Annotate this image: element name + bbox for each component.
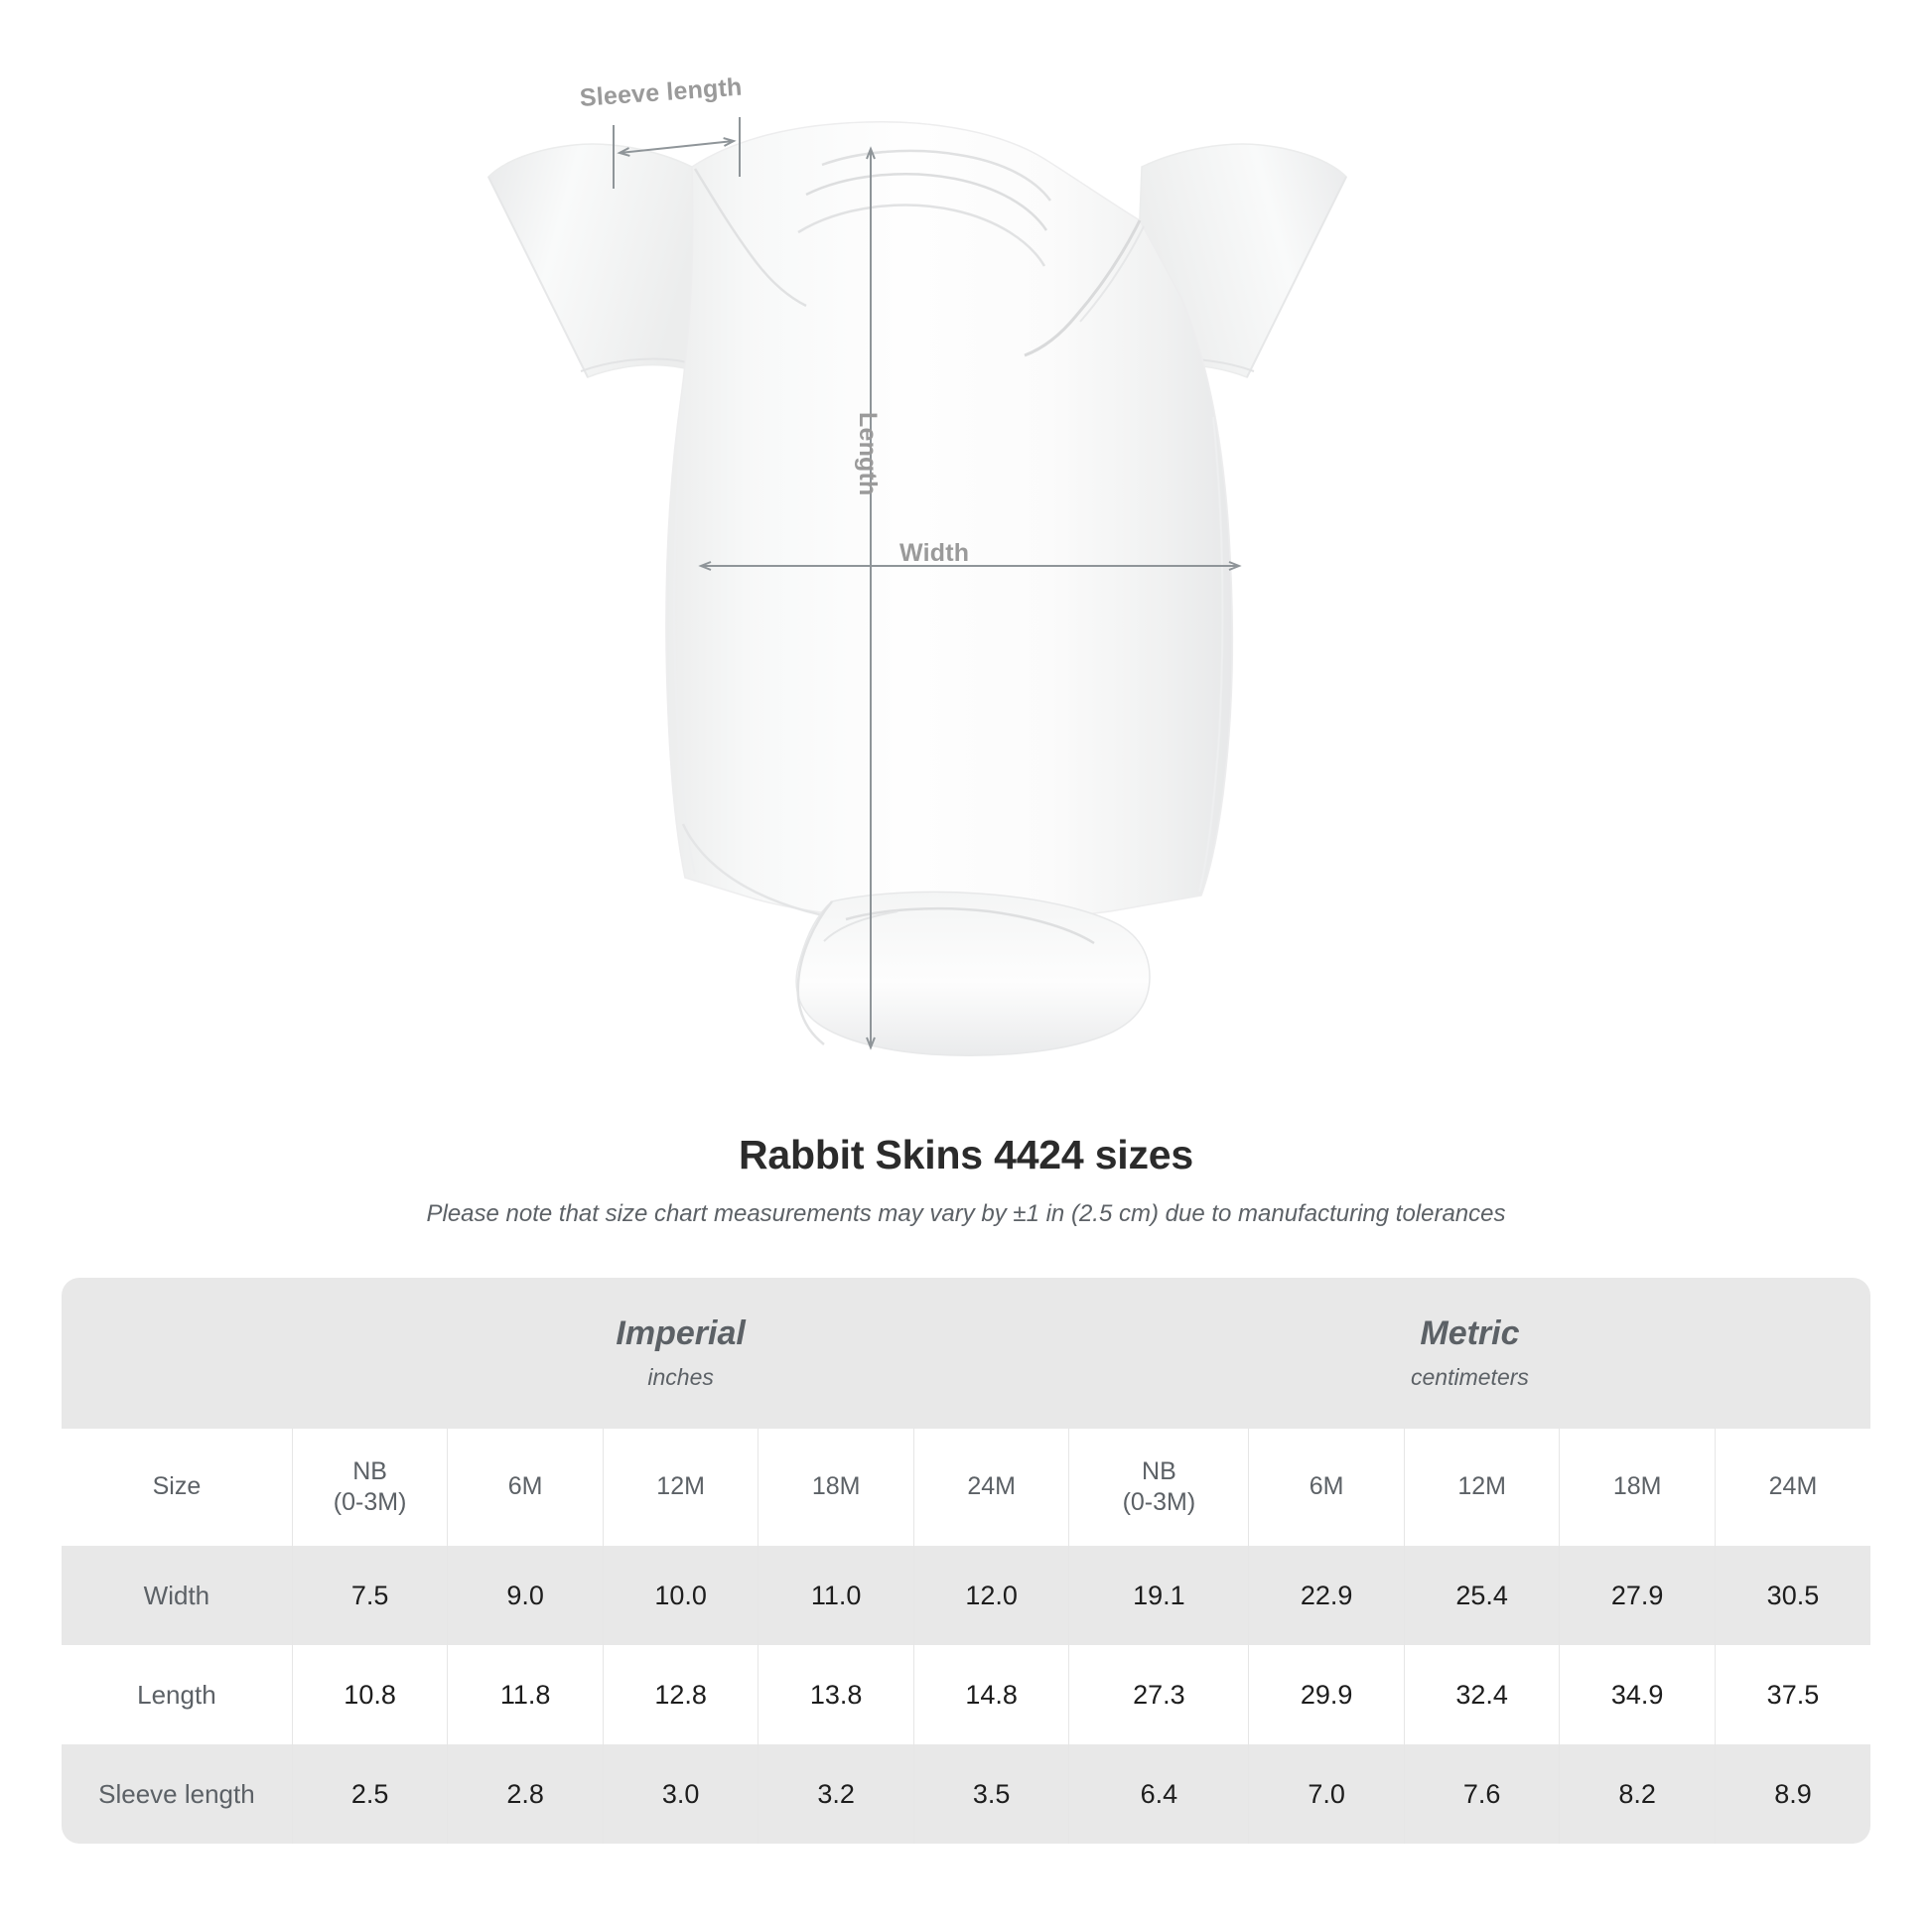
- column-header-imperial-nb-sub: (0-3M): [333, 1488, 407, 1516]
- unit-banner-row: Imperial inches Metric centimeters: [62, 1278, 1870, 1429]
- tolerance-note: Please note that size chart measurements…: [426, 1200, 1506, 1227]
- length-dimension-label: Length: [854, 412, 882, 496]
- cell-sleeve-metric-24m: 8.9: [1715, 1744, 1870, 1844]
- left-sleeve: [487, 143, 706, 378]
- cell-width-imperial-24m: 12.0: [913, 1546, 1070, 1645]
- unit-group-imperial-name: Imperial: [616, 1313, 746, 1352]
- unit-group-imperial: Imperial inches: [292, 1278, 1069, 1429]
- cell-width-metric-24m: 30.5: [1715, 1546, 1870, 1645]
- title-block: Rabbit Skins 4424 sizes Please note that…: [0, 1132, 1932, 1228]
- cell-width-imperial-18m: 11.0: [758, 1546, 914, 1645]
- cell-length-imperial-12m: 12.8: [603, 1645, 759, 1744]
- cell-length-metric-nb: 27.3: [1068, 1645, 1250, 1744]
- cell-width-metric-18m: 27.9: [1559, 1546, 1716, 1645]
- cell-sleeve-imperial-12m: 3.0: [603, 1744, 759, 1844]
- column-header-metric-nb-sub: (0-3M): [1122, 1488, 1196, 1516]
- cell-sleeve-imperial-18m: 3.2: [758, 1744, 914, 1844]
- cell-sleeve-metric-12m: 7.6: [1404, 1744, 1561, 1844]
- unit-group-metric: Metric centimeters: [1068, 1278, 1870, 1429]
- cell-length-metric-12m: 32.4: [1404, 1645, 1561, 1744]
- cell-length-imperial-6m: 11.8: [447, 1645, 604, 1744]
- cell-sleeve-metric-6m: 7.0: [1248, 1744, 1405, 1844]
- unit-group-metric-name: Metric: [1420, 1313, 1520, 1352]
- row-label-width: Width: [62, 1546, 293, 1645]
- cell-sleeve-metric-nb: 6.4: [1068, 1744, 1250, 1844]
- sleeve-length-guide: [613, 117, 741, 189]
- cell-length-imperial-18m: 13.8: [758, 1645, 914, 1744]
- column-header-row: Size NB (0-3M) 6M 12M 18M 24M NB (0-3M) …: [62, 1429, 1870, 1546]
- cell-sleeve-imperial-6m: 2.8: [447, 1744, 604, 1844]
- table-row: Width 7.5 9.0 10.0 11.0 12.0 19.1 22.9 2…: [62, 1546, 1870, 1645]
- unit-banner-spacer: [62, 1278, 293, 1429]
- size-chart-table-wrapper: Imperial inches Metric centimeters Size …: [62, 1278, 1870, 1844]
- column-header-imperial-12m: 12M: [603, 1429, 759, 1546]
- column-header-imperial-6m: 6M: [447, 1429, 604, 1546]
- cell-sleeve-imperial-24m: 3.5: [913, 1744, 1070, 1844]
- cell-length-metric-24m: 37.5: [1715, 1645, 1870, 1744]
- cell-width-metric-6m: 22.9: [1248, 1546, 1405, 1645]
- size-chart-table: Imperial inches Metric centimeters Size …: [62, 1278, 1870, 1844]
- table-row: Length 10.8 11.8 12.8 13.8 14.8 27.3 29.…: [62, 1645, 1870, 1744]
- row-label-length: Length: [62, 1645, 293, 1744]
- column-header-metric-nb-main: NB: [1142, 1456, 1176, 1485]
- body-panel: [665, 121, 1234, 923]
- cell-width-imperial-6m: 9.0: [447, 1546, 604, 1645]
- garment-illustration: Sleeve length Length Width: [487, 73, 1347, 1056]
- cell-sleeve-imperial-nb: 2.5: [292, 1744, 449, 1844]
- cell-width-imperial-nb: 7.5: [292, 1546, 449, 1645]
- column-header-imperial-18m: 18M: [758, 1429, 914, 1546]
- unit-group-imperial-sub: inches: [647, 1364, 714, 1391]
- cell-sleeve-metric-18m: 8.2: [1559, 1744, 1716, 1844]
- column-header-metric-18m: 18M: [1559, 1429, 1716, 1546]
- crotch-flap: [795, 891, 1151, 1056]
- column-header-metric-24m: 24M: [1715, 1429, 1870, 1546]
- cell-width-metric-nb: 19.1: [1068, 1546, 1250, 1645]
- cell-length-imperial-nb: 10.8: [292, 1645, 449, 1744]
- unit-group-metric-sub: centimeters: [1411, 1364, 1529, 1391]
- table-row: Sleeve length 2.5 2.8 3.0 3.2 3.5 6.4 7.…: [62, 1744, 1870, 1844]
- column-header-metric-12m: 12M: [1404, 1429, 1561, 1546]
- cell-length-imperial-24m: 14.8: [913, 1645, 1070, 1744]
- column-header-imperial-24m: 24M: [913, 1429, 1070, 1546]
- width-dimension-label: Width: [899, 539, 970, 567]
- column-header-size: Size: [62, 1429, 293, 1546]
- bodysuit-svg: [487, 117, 1347, 1056]
- cell-length-metric-6m: 29.9: [1248, 1645, 1405, 1744]
- column-header-metric-nb: NB (0-3M): [1068, 1429, 1250, 1546]
- cell-width-metric-12m: 25.4: [1404, 1546, 1561, 1645]
- cell-width-imperial-12m: 10.0: [603, 1546, 759, 1645]
- column-header-imperial-nb-main: NB: [352, 1456, 387, 1485]
- column-header-metric-6m: 6M: [1248, 1429, 1405, 1546]
- column-header-imperial-nb: NB (0-3M): [292, 1429, 449, 1546]
- row-label-sleeve-length: Sleeve length: [62, 1744, 293, 1844]
- cell-length-metric-18m: 34.9: [1559, 1645, 1716, 1744]
- page-title: Rabbit Skins 4424 sizes: [738, 1132, 1193, 1177]
